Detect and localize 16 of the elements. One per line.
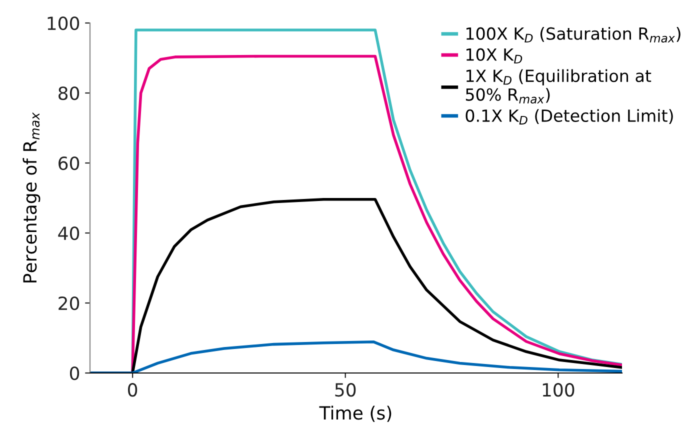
legend-label: 0.1X K$_{D}$ (Detection Limit) — [466, 109, 673, 124]
y-tick-label: 0 — [70, 366, 80, 380]
x-tick-label: 100 — [542, 383, 574, 397]
x-axis-title: Time (s) — [319, 406, 392, 422]
y-tick-label: 60 — [58, 156, 80, 170]
legend-label: 10X K$_{D}$ — [466, 48, 522, 64]
x-tick-label: 50 — [335, 383, 356, 397]
legend-label: 100X K$_{D}$ (Saturation R$_{max}$) — [466, 26, 680, 43]
y-tick-label: 80 — [58, 86, 80, 100]
y-tick-label: 40 — [58, 226, 80, 240]
line-series — [90, 340, 622, 373]
y-tick-label: 100 — [48, 16, 80, 30]
y-axis-title: Percentage of R$_{max}$ — [22, 112, 40, 282]
y-tick-label: 20 — [58, 296, 80, 310]
legend-label: 1X K$_{D}$ (Equilibration at 50% R$_{max}$) — [466, 69, 652, 104]
x-tick-label: 0 — [128, 383, 138, 397]
